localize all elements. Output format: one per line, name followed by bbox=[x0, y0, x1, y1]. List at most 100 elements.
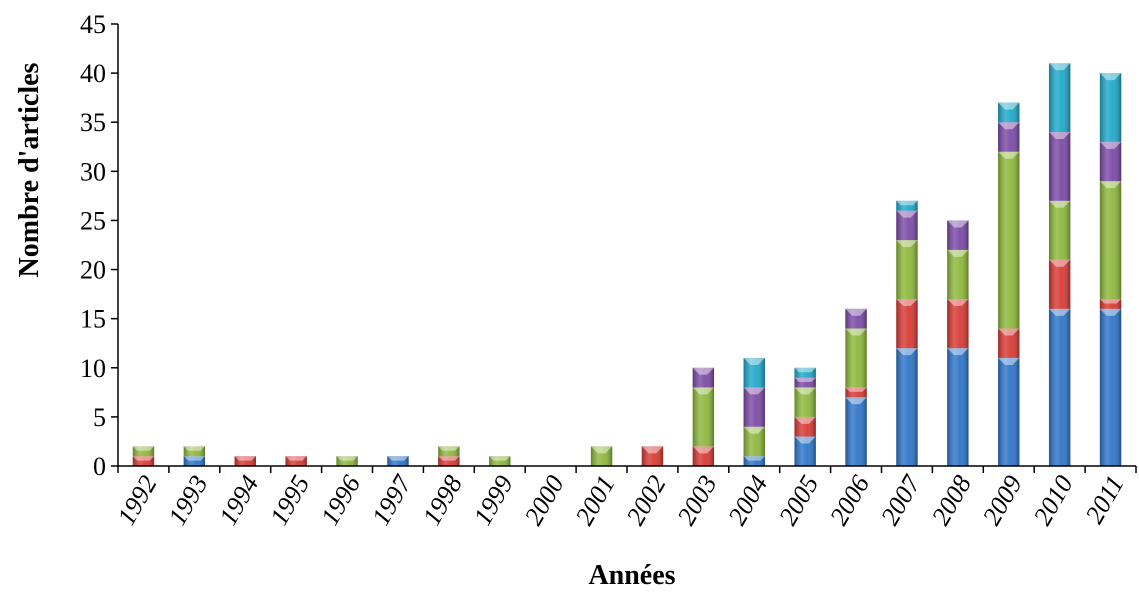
bars-group bbox=[132, 63, 1122, 466]
bar-segment-bevel bbox=[590, 446, 613, 454]
bar-segment-shade bbox=[896, 200, 918, 211]
bar-segment bbox=[896, 348, 918, 466]
bar-segment-shade bbox=[845, 308, 867, 329]
bar-segment bbox=[947, 299, 969, 349]
bar-segment bbox=[794, 436, 816, 466]
x-ticks-group: 1992 1993 1994 1995 1996 1997 1998 1999 2000 2001… bbox=[112, 466, 1137, 531]
x-tick-label: 2010 bbox=[1028, 471, 1079, 531]
bar-segment bbox=[1099, 308, 1122, 466]
bar-segment-shade bbox=[998, 122, 1020, 152]
bar-segment bbox=[183, 446, 206, 457]
bar-segment-shade bbox=[947, 299, 969, 349]
bar-segment bbox=[794, 387, 816, 417]
bar-segment-shade bbox=[794, 436, 816, 466]
y-tick-label: 0 bbox=[93, 452, 106, 481]
bar-segment-shade bbox=[132, 456, 155, 466]
bar-segment bbox=[692, 387, 715, 447]
bar-segment-shade bbox=[183, 446, 206, 457]
bar-segment-shade bbox=[947, 220, 969, 250]
bar-segment bbox=[1048, 132, 1071, 201]
bar-segment-bevel bbox=[947, 299, 969, 307]
y-tick-label: 35 bbox=[80, 108, 106, 137]
bar-segment-bevel bbox=[183, 446, 206, 451]
bar-segment-bevel bbox=[1099, 141, 1122, 149]
bar-segment bbox=[947, 249, 969, 300]
bar-segment-shade bbox=[743, 387, 765, 427]
y-tick-label: 25 bbox=[80, 206, 106, 235]
y-tick-label: 15 bbox=[80, 305, 106, 334]
bar-segment bbox=[998, 328, 1020, 358]
bar-segment bbox=[387, 456, 409, 466]
bar-segment-bevel bbox=[132, 446, 155, 451]
bar-segment-bevel bbox=[489, 456, 511, 461]
bar-segment-shade bbox=[1099, 299, 1122, 309]
bar-segment-shade bbox=[998, 102, 1020, 123]
bar-segment bbox=[998, 357, 1020, 466]
bar-segment-shade bbox=[896, 210, 918, 241]
y-tick-label: 5 bbox=[93, 403, 106, 432]
bar-segment-shade bbox=[1048, 308, 1071, 466]
bar-segment-bevel bbox=[1099, 308, 1122, 316]
bar-segment-bevel bbox=[285, 456, 307, 461]
bar-segment-shade bbox=[743, 426, 765, 457]
x-axis-title: Années bbox=[588, 560, 675, 591]
y-tick-label: 20 bbox=[80, 256, 106, 285]
x-tick-label: 2003 bbox=[671, 471, 722, 531]
bar-segment-shade bbox=[1099, 308, 1122, 466]
bar-segment-shade bbox=[438, 456, 460, 466]
bar-segment-bevel bbox=[845, 308, 867, 316]
bar-segment-shade bbox=[896, 240, 918, 300]
bar-segment bbox=[896, 200, 918, 211]
bar-segment-bevel bbox=[998, 102, 1020, 110]
bar-segment bbox=[794, 377, 816, 388]
bar-segment-bevel bbox=[845, 328, 867, 336]
bar-segment-bevel bbox=[1099, 73, 1122, 81]
bar-segment-shade bbox=[794, 387, 816, 417]
bar-segment bbox=[998, 151, 1020, 329]
bar-segment bbox=[1099, 141, 1122, 182]
bar-segment-shade bbox=[692, 367, 715, 388]
x-tick-label: 1999 bbox=[468, 471, 519, 531]
bar-segment bbox=[692, 446, 715, 466]
bar-segment-shade bbox=[692, 446, 715, 466]
bar-segment-bevel bbox=[743, 387, 765, 395]
bar-segment-bevel bbox=[1048, 63, 1071, 71]
bar-segment-shade bbox=[132, 446, 155, 457]
bar-segment-shade bbox=[336, 456, 358, 466]
bar-segment-shade bbox=[1099, 141, 1122, 182]
y-tick-label: 10 bbox=[80, 354, 106, 383]
bar-segment-bevel bbox=[896, 348, 918, 356]
bar-segment bbox=[743, 357, 765, 388]
bar-segment bbox=[998, 122, 1020, 152]
bar-segment-shade bbox=[845, 328, 867, 388]
bar-segment-bevel bbox=[845, 397, 867, 405]
bar-segment-shade bbox=[1048, 63, 1071, 133]
bar-segment bbox=[285, 456, 307, 466]
bar-segment-bevel bbox=[1099, 181, 1122, 189]
y-axis-title: Nombre d'articles bbox=[14, 62, 45, 277]
bar-segment-shade bbox=[947, 249, 969, 300]
bar-segment-bevel bbox=[896, 200, 918, 206]
bar-segment-shade bbox=[692, 387, 715, 447]
bar-segment-bevel bbox=[1048, 308, 1071, 316]
bar-segment-shade bbox=[387, 456, 409, 466]
bar-segment-bevel bbox=[641, 446, 664, 454]
bar-segment-bevel bbox=[896, 299, 918, 307]
x-tick-label: 1992 bbox=[112, 471, 163, 531]
bar-segment bbox=[743, 426, 765, 457]
bar-segment-bevel bbox=[1099, 299, 1122, 304]
bar-segment bbox=[845, 328, 867, 388]
bar-segment-shade bbox=[998, 151, 1020, 329]
bar-segment-bevel bbox=[998, 357, 1020, 365]
bar-segment bbox=[1099, 299, 1122, 309]
bar-segment-bevel bbox=[998, 151, 1020, 159]
bar-segment bbox=[1048, 63, 1071, 133]
bar-segment-shade bbox=[1048, 259, 1071, 309]
bar-segment bbox=[438, 446, 460, 457]
bar-segment bbox=[794, 416, 816, 437]
bar-segment bbox=[489, 456, 511, 466]
bar-segment-bevel bbox=[794, 387, 816, 395]
bar-segment-bevel bbox=[794, 416, 816, 424]
bar-segment bbox=[692, 367, 715, 388]
bar-segment-shade bbox=[183, 456, 206, 466]
